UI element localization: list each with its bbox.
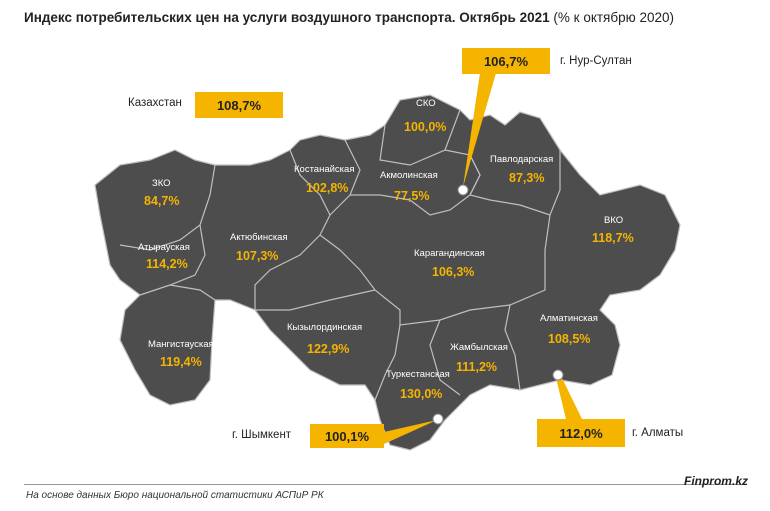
callout-almaty [556,378,582,419]
callout-nur-sultan [463,73,496,187]
border-mangystau [169,284,216,301]
border-turkestan [374,324,401,401]
region-name-mangystau: Мангистауская [148,339,214,350]
almaty-label: г. Алматы [632,427,684,439]
city-marker-shymkent [432,413,444,425]
region-name-turkestan: Туркестанская [386,369,450,380]
region-name-kostanay: Костанайская [294,164,354,175]
title-main: Индекс потребительских цен на услуги воз… [24,10,550,25]
region-value-vko: 118,7% [592,231,634,245]
border-pavlodar [469,150,561,216]
region-value-sko: 100,0% [404,120,446,134]
region-value-pavlodar: 87,3% [509,171,544,185]
region-name-akmola: Акмолинская [380,170,438,181]
brand-logo-text: Finprom.kz [683,474,748,488]
region-name-karaganda: Карагандинская [414,248,485,259]
region-value-zhambyl: 111,2% [456,360,497,374]
source-note: На основе данных Бюро национальной стати… [26,490,324,501]
region-name-vko: ВКО [604,215,623,226]
nur-sultan-value: 106,7% [462,48,550,74]
region-value-aktobe: 107,3% [236,249,278,263]
border-atyrau [139,224,206,296]
border-zhambyl [429,319,461,396]
shymkent-label: г. Шымкент [232,429,292,441]
region-name-almaty: Алматинская [540,313,598,324]
border-karaganda-south [319,214,551,326]
region-value-akmola: 77,5% [394,189,429,203]
title-unit: (% к октябрю 2020) [553,10,675,25]
region-name-atyrau: Атырауская [138,242,190,253]
region-value-atyrau: 114,2% [146,257,188,271]
kazakhstan-label: Казахстан [128,97,182,109]
country-outline [94,94,681,451]
city-marker-nur-sultan [457,184,469,196]
region-value-mangystau: 119,4% [160,355,202,369]
almaty-value: 112,0% [537,419,625,447]
border-sko [379,109,461,166]
region-name-pavlodar: Павлодарская [490,154,553,165]
region-name-kyzylorda: Кызылординская [287,322,362,333]
region-value-kostanay: 102,8% [306,181,348,195]
region-value-zko: 84,7% [144,194,179,208]
region-name-zko: ЗКО [152,178,171,189]
region-value-karaganda: 106,3% [432,265,474,279]
border-kyzylorda [255,289,376,311]
shymkent-value: 100,1% [310,424,384,448]
kazakhstan-value: 108,7% [195,92,283,118]
city-marker-almaty [552,369,564,381]
nur-sultan-label: г. Нур-Султан [560,55,632,67]
region-name-zhambyl: Жамбылская [450,342,508,353]
footer-divider [24,484,746,485]
region-name-sko: СКО [416,98,436,109]
border-almaty [504,304,521,391]
border-zko [119,164,216,251]
region-value-kyzylorda: 122,9% [307,342,349,356]
region-value-turkestan: 130,0% [400,387,442,401]
callout-shymkent [384,420,437,444]
region-name-aktobe: Актюбинская [230,232,288,243]
border-kostanay-akmola [329,139,361,216]
chart-title: Индекс потребительских цен на услуги воз… [24,10,674,25]
region-value-almaty: 108,5% [548,332,590,346]
